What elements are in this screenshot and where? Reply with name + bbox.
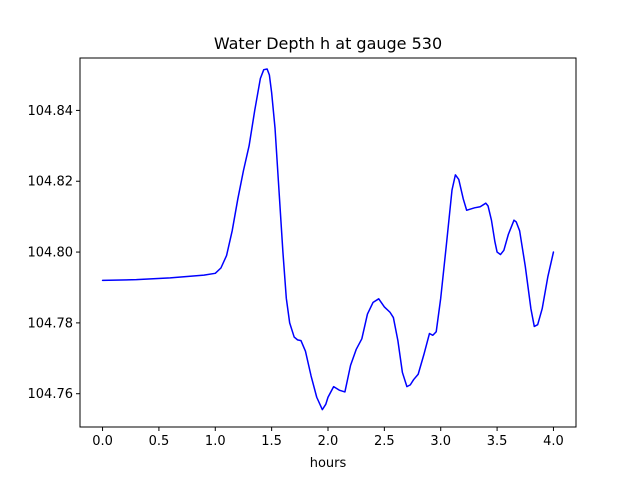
x-tick-label: 0.0 xyxy=(92,434,113,449)
plot-area xyxy=(101,68,555,411)
y-tick-label: 104.80 xyxy=(28,246,74,261)
chart-title: Water Depth h at gauge 530 xyxy=(214,34,442,53)
x-axis-label: hours xyxy=(310,456,347,471)
y-tick-label: 104.78 xyxy=(28,316,74,331)
x-tick-label: 2.0 xyxy=(318,434,339,449)
x-tick-label: 3.0 xyxy=(430,434,451,449)
series-line-0 xyxy=(101,68,555,411)
x-tick-label: 3.5 xyxy=(487,434,508,449)
x-tick-label: 2.5 xyxy=(374,434,395,449)
y-axis-ticks: 104.76 104.78 104.80 104.82 104.84 xyxy=(28,104,80,402)
x-tick-label: 4.0 xyxy=(543,434,564,449)
y-tick-label: 104.82 xyxy=(28,175,74,190)
x-tick-label: 1.0 xyxy=(205,434,226,449)
x-axis-ticks: 0.0 0.5 1.0 1.5 2.0 2.5 3.0 3.5 4.0 xyxy=(92,427,564,449)
x-tick-label: 1.5 xyxy=(261,434,282,449)
x-tick-label: 0.5 xyxy=(149,434,170,449)
y-tick-label: 104.84 xyxy=(28,104,74,119)
y-tick-label: 104.76 xyxy=(28,387,74,402)
